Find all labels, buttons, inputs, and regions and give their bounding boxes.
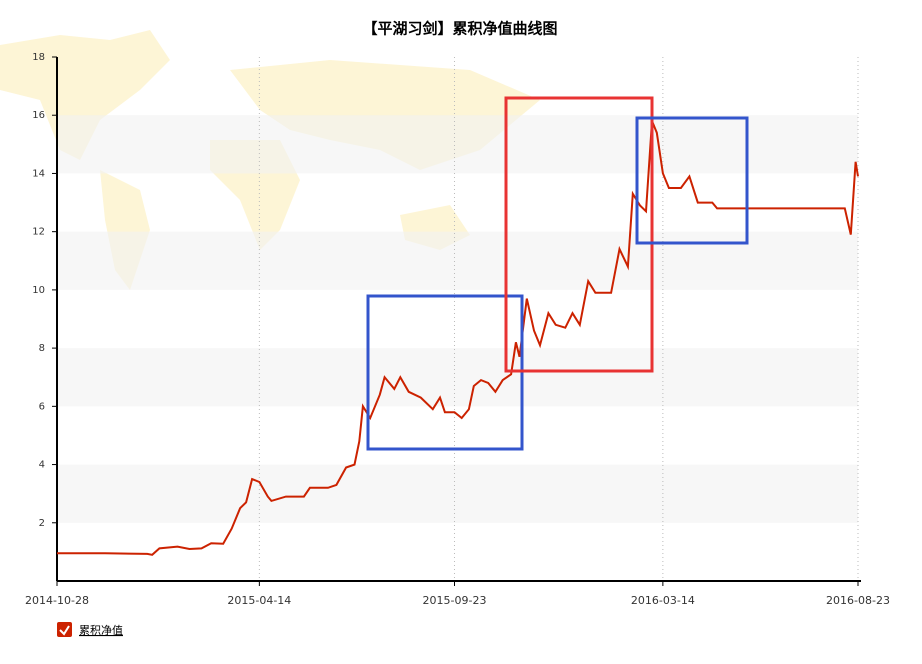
grid-band: [57, 464, 858, 523]
y-tick-label: 4: [39, 460, 45, 471]
grid-band: [57, 348, 858, 407]
y-tick-label: 2: [39, 518, 45, 529]
y-tick-label: 18: [32, 52, 45, 63]
y-tick-label: 12: [32, 227, 45, 238]
chart-title: 【平湖习剑】累积净值曲线图: [362, 20, 557, 38]
x-tick-label: 2015-04-14: [227, 594, 291, 607]
highlight-box: [366, 294, 524, 451]
legend-label[interactable]: 累积净值: [79, 623, 123, 637]
y-tick-label: 8: [39, 343, 45, 354]
y-tick-label: 10: [32, 285, 45, 296]
highlight-box: [635, 116, 749, 245]
line-series: [57, 120, 859, 556]
grid-band: [57, 115, 858, 174]
legend-check: [59, 625, 70, 636]
highlight-box: [504, 96, 654, 373]
grid-band: [57, 231, 858, 290]
x-tick-label: 2016-03-14: [631, 594, 695, 607]
x-tick-label: 2014-10-28: [25, 594, 89, 607]
x-tick-label: 2015-09-23: [423, 594, 487, 607]
x-tick-label: 2016-08-23: [826, 594, 890, 607]
y-tick-label: 16: [32, 110, 45, 121]
y-tick-label: 14: [32, 168, 45, 179]
y-tick-label: 6: [39, 401, 45, 412]
